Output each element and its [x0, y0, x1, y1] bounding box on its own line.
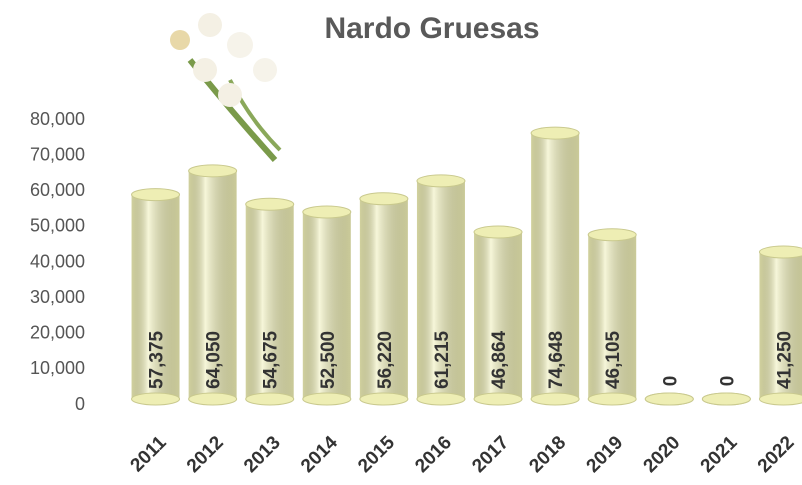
bar-top	[246, 198, 294, 210]
bar-base	[417, 393, 465, 405]
bar-top	[645, 393, 693, 405]
x-tick-label: 2021	[697, 432, 742, 477]
x-tick-label: 2016	[411, 432, 456, 477]
x-tick-label: 2014	[297, 432, 342, 477]
bar-top	[189, 165, 237, 177]
x-tick-label: 2012	[183, 432, 228, 477]
bar-top	[417, 175, 465, 187]
value-label: 0	[717, 376, 738, 387]
x-tick-label: 2017	[468, 432, 513, 477]
value-label: 61,215	[432, 330, 453, 389]
x-tick-label: 2011	[127, 432, 171, 476]
y-tick-label: 70,000	[30, 144, 85, 164]
chart: Nardo Gruesas 0 10,000 20,000 30,000 40,000 5…	[0, 0, 802, 485]
bar-base	[360, 393, 408, 405]
y-tick-label: 80,000	[30, 109, 85, 129]
bar-base	[531, 393, 579, 405]
value-label: 41,250	[774, 331, 795, 389]
bar-base	[588, 393, 636, 405]
bar-top	[132, 189, 180, 201]
y-tick-label: 10,000	[30, 358, 85, 378]
value-label: 57,375	[147, 330, 168, 389]
value-label: 64,050	[204, 331, 225, 389]
bar-top	[531, 127, 579, 139]
value-label: 46,864	[489, 330, 510, 389]
y-tick-label: 30,000	[30, 287, 85, 307]
bar	[645, 393, 693, 405]
bar-base	[132, 393, 180, 405]
x-tick-label: 2013	[240, 432, 285, 477]
bar-base	[246, 393, 294, 405]
x-tick-label: 2015	[354, 432, 399, 477]
value-label: 46,105	[603, 330, 624, 389]
x-tick-label: 2018	[525, 432, 570, 477]
chart-title: Nardo Gruesas	[324, 12, 539, 45]
value-label: 54,675	[261, 330, 282, 389]
bar-top	[360, 193, 408, 205]
y-tick-label: 60,000	[30, 180, 85, 200]
value-label: 56,220	[375, 331, 396, 389]
value-label: 74,648	[546, 331, 567, 389]
y-tick-label: 0	[75, 394, 85, 414]
bar	[702, 393, 750, 405]
bar-top	[303, 206, 351, 218]
x-tick-label: 2022	[754, 432, 799, 477]
bar-base	[303, 393, 351, 405]
y-tick-label: 40,000	[30, 251, 85, 271]
bar-base	[474, 393, 522, 405]
x-tick-label: 2020	[640, 432, 685, 477]
bar-base	[759, 393, 802, 405]
bar-top	[588, 229, 636, 241]
bar-top	[474, 226, 522, 238]
bar-top	[759, 246, 802, 258]
bar-top	[702, 393, 750, 405]
x-tick-label: 2019	[583, 432, 628, 477]
value-label: 52,500	[318, 331, 339, 389]
y-tick-label: 50,000	[30, 216, 85, 236]
flower-decoration	[170, 13, 280, 160]
y-tick-label: 20,000	[30, 323, 85, 343]
bar-base	[189, 393, 237, 405]
value-label: 0	[660, 376, 681, 387]
